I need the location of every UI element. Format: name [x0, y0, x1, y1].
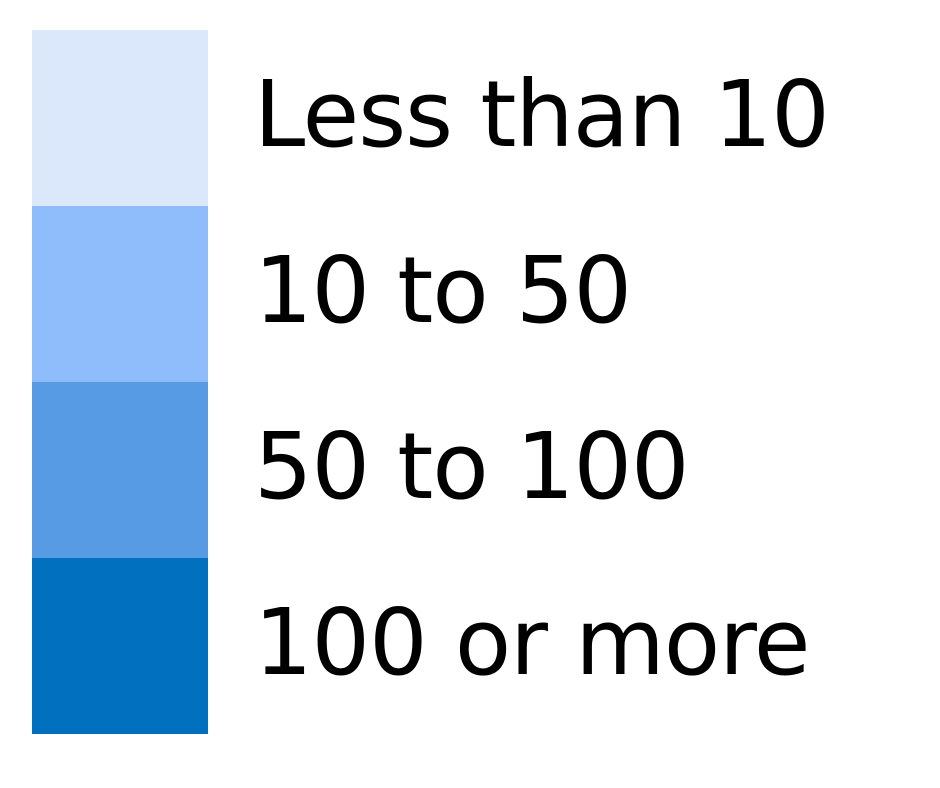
legend-swatch [32, 30, 208, 206]
legend-swatch [32, 382, 208, 558]
legend-label: 100 or more [254, 589, 811, 696]
color-legend: Less than 10 10 to 50 50 to 100 100 or more [32, 30, 830, 734]
legend-item: 100 or more [32, 558, 829, 734]
legend-item: Less than 10 [32, 30, 830, 206]
legend-swatch [32, 206, 208, 382]
legend-label: 10 to 50 [254, 237, 632, 344]
legend-swatch [32, 558, 208, 734]
legend-label: 50 to 100 [254, 413, 690, 520]
legend-label: Less than 10 [254, 61, 830, 168]
legend-item: 50 to 100 [32, 382, 829, 558]
legend-item: 10 to 50 [32, 206, 829, 382]
